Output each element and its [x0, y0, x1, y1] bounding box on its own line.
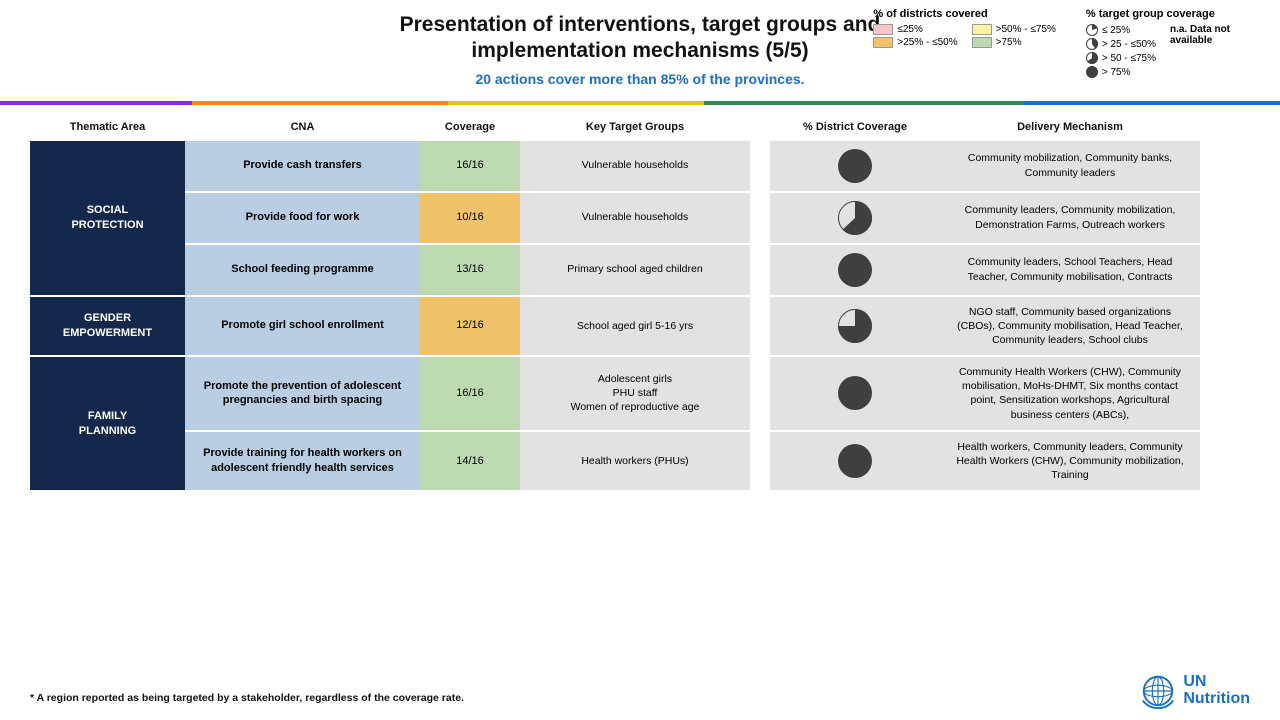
thematic-area: GENDER EMPOWERMENTPromote girl school en…: [30, 295, 1250, 356]
mechanism-cell: Community Health Workers (CHW), Communit…: [940, 357, 1200, 430]
footnote: * A region reported as being targeted by…: [30, 692, 464, 704]
mechanism-cell: Community leaders, School Teachers, Head…: [940, 245, 1200, 295]
col-cna: CNA: [185, 119, 420, 135]
legend-target: % target group coverage ≤ 25% > 25 - ≤50%…: [1086, 8, 1250, 78]
table-row: School feeding programme13/16Primary sch…: [185, 243, 1250, 295]
table-row: Provide food for work10/16Vulnerable hou…: [185, 191, 1250, 243]
coverage-cell: 16/16: [420, 141, 520, 191]
legend-swatch-item: ≤25%: [873, 24, 957, 35]
gap-cell: [750, 432, 770, 491]
cna-cell: Provide training for health workers on a…: [185, 432, 420, 491]
district-coverage-cell: [770, 432, 940, 491]
col-district: % District Coverage: [770, 119, 940, 135]
table-row: Provide cash transfers16/16Vulnerable ho…: [185, 141, 1250, 191]
un-globe-icon: [1139, 672, 1177, 710]
gap-cell: [750, 141, 770, 191]
page-title: Presentation of interventions, target gr…: [320, 12, 960, 65]
legend-pie-item: ≤ 25%: [1086, 24, 1156, 36]
district-coverage-cell: [770, 297, 940, 356]
legend-na: n.a. Data not available: [1170, 24, 1250, 78]
legend-swatch-item: >75%: [972, 37, 1056, 48]
table-row: Promote girl school enrollment12/16Schoo…: [185, 297, 1250, 356]
mechanism-cell: NGO staff, Community based organizations…: [940, 297, 1200, 356]
target-groups-cell: Vulnerable households: [520, 193, 750, 243]
coverage-cell: 13/16: [420, 245, 520, 295]
cna-cell: Promote the prevention of adolescent pre…: [185, 357, 420, 430]
col-targets: Key Target Groups: [520, 119, 750, 135]
cna-cell: School feeding programme: [185, 245, 420, 295]
gap-cell: [750, 357, 770, 430]
target-groups-cell: Adolescent girls PHU staff Women of repr…: [520, 357, 750, 430]
coverage-cell: 14/16: [420, 432, 520, 491]
cna-cell: Provide food for work: [185, 193, 420, 243]
legend-pie-item: > 50 - ≤75%: [1086, 52, 1156, 64]
cna-cell: Provide cash transfers: [185, 141, 420, 191]
un-nutrition-logo: UN Nutrition: [1139, 672, 1250, 710]
thematic-area: FAMILY PLANNINGPromote the prevention of…: [30, 355, 1250, 490]
col-thematic: Thematic Area: [30, 119, 185, 135]
thematic-area-label: GENDER EMPOWERMENT: [30, 297, 185, 356]
gap-cell: [750, 193, 770, 243]
district-coverage-cell: [770, 141, 940, 191]
thematic-area-label: SOCIAL PROTECTION: [30, 141, 185, 295]
legend-districts: % of districts covered ≤25% >50% - ≤75% >2…: [873, 8, 1056, 78]
target-groups-cell: School aged girl 5-16 yrs: [520, 297, 750, 356]
thematic-area: SOCIAL PROTECTIONProvide cash transfers1…: [30, 139, 1250, 295]
logo-text: UN Nutrition: [1183, 674, 1250, 708]
gap-cell: [750, 297, 770, 356]
legend-pie-item: > 25 - ≤50%: [1086, 38, 1156, 50]
legend-districts-title: % of districts covered: [873, 8, 1056, 20]
col-mechanism: Delivery Mechanism: [940, 119, 1200, 135]
table-row: Provide training for health workers on a…: [185, 430, 1250, 491]
mechanism-cell: Health workers, Community leaders, Commu…: [940, 432, 1200, 491]
mechanism-cell: Community mobilization, Community banks,…: [940, 141, 1200, 191]
column-headers: Thematic Area CNA Coverage Key Target Gr…: [30, 119, 1250, 135]
mechanism-cell: Community leaders, Community mobilizatio…: [940, 193, 1200, 243]
thematic-area-label: FAMILY PLANNING: [30, 357, 185, 490]
gap-cell: [750, 245, 770, 295]
legend-swatch-item: >50% - ≤75%: [972, 24, 1056, 35]
coverage-cell: 10/16: [420, 193, 520, 243]
coverage-cell: 12/16: [420, 297, 520, 356]
legend-target-title: % target group coverage: [1086, 8, 1250, 20]
target-groups-cell: Health workers (PHUs): [520, 432, 750, 491]
cna-cell: Promote girl school enrollment: [185, 297, 420, 356]
district-coverage-cell: [770, 357, 940, 430]
district-coverage-cell: [770, 245, 940, 295]
target-groups-cell: Primary school aged children: [520, 245, 750, 295]
district-coverage-cell: [770, 193, 940, 243]
interventions-table: Thematic Area CNA Coverage Key Target Gr…: [0, 105, 1280, 491]
col-coverage: Coverage: [420, 119, 520, 135]
col-gap: [750, 119, 770, 135]
table-row: Promote the prevention of adolescent pre…: [185, 357, 1250, 430]
coverage-cell: 16/16: [420, 357, 520, 430]
target-groups-cell: Vulnerable households: [520, 141, 750, 191]
header: Presentation of interventions, target gr…: [0, 0, 1280, 95]
legends: % of districts covered ≤25% >50% - ≤75% >2…: [873, 8, 1250, 78]
legend-swatch-item: >25% - ≤50%: [873, 37, 957, 48]
legend-pie-item: > 75%: [1086, 66, 1156, 78]
